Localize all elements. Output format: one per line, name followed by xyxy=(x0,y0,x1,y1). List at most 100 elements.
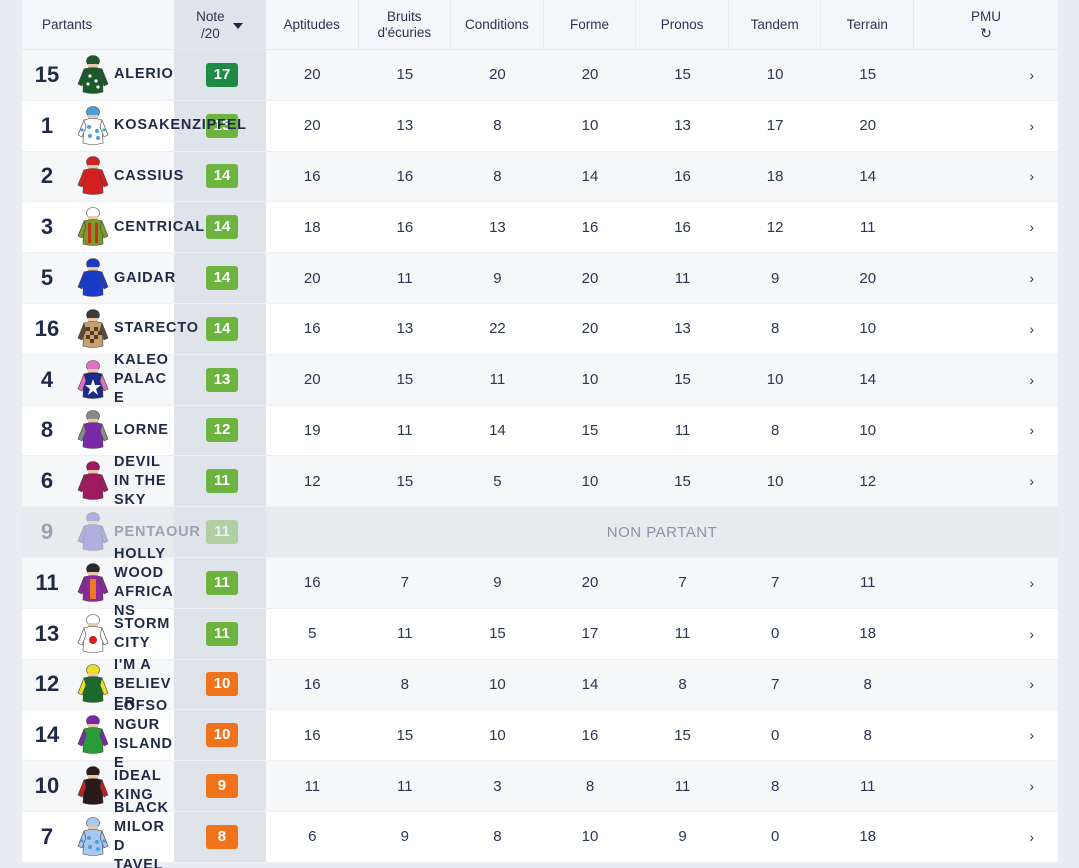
note-cell: 14 xyxy=(173,303,266,354)
horse-name[interactable]: PENTAOUR xyxy=(114,523,201,540)
table-row[interactable]: 7 BLACK MILORD TAVEL 8 6 9 8 10 9 0 18 › xyxy=(22,800,1058,868)
horse-name[interactable]: LOFSONGUR ISLANDE xyxy=(114,698,173,772)
score-cell: 11 xyxy=(859,218,876,236)
score-cell: 11 xyxy=(397,421,413,439)
score-cell: 11 xyxy=(859,574,876,592)
horse-name[interactable]: STARECTO xyxy=(113,320,199,337)
table-header: Partants Note/20 Aptitudes Bruits d'écurie… xyxy=(22,0,1058,50)
score-cell: 18 xyxy=(859,828,877,846)
score-cell: 22 xyxy=(489,320,506,338)
header-criterion-label: Bruits xyxy=(387,8,422,24)
horse-name[interactable]: STORM CITY xyxy=(114,615,171,651)
horse-name[interactable]: I'M A BELIEVER xyxy=(114,656,172,711)
horse-name[interactable]: BLACK MILORD TAVEL xyxy=(114,799,169,868)
horse-name[interactable]: KALEO PALACE xyxy=(114,352,169,407)
header-criterion[interactable]: Bruits d'écuries xyxy=(359,0,452,49)
score-cell: 10 xyxy=(766,66,784,84)
header-partants[interactable]: Partants xyxy=(42,16,93,32)
horse-name[interactable]: KOSAKENZIPFEL xyxy=(114,116,246,135)
note-badge: 8 xyxy=(205,824,238,849)
jockey-silk-icon xyxy=(72,307,114,351)
score-cell: 13 xyxy=(489,218,506,236)
note-cell: 14 xyxy=(173,151,266,202)
table-row[interactable]: 5 GAIDAR 14 20 11 9 20 11 9 20 › xyxy=(22,253,1058,304)
score-cell: 7 xyxy=(770,574,780,592)
score-cell: 15 xyxy=(396,472,414,490)
table-row[interactable]: 13 STORM CITY 11 5 11 15 17 11 0 18 › xyxy=(22,608,1058,660)
header-criterion[interactable]: Pronos xyxy=(636,0,729,49)
score-cell: 20 xyxy=(581,320,599,338)
header-criterion[interactable]: Tandem xyxy=(729,0,822,49)
score-cell: 14 xyxy=(859,167,877,185)
table-row[interactable]: 11 HOLLYWOOD AFRICANS 11 16 7 9 20 7 7 11 › xyxy=(22,546,1058,619)
score-cell: 9 xyxy=(400,828,409,846)
score-cell: 11 xyxy=(674,625,691,643)
horse-name[interactable]: CENTRICAL xyxy=(113,218,205,235)
chevron-right-icon[interactable]: › xyxy=(1029,371,1034,388)
chevron-right-icon[interactable]: › xyxy=(1029,828,1034,845)
header-pmu[interactable]: PMU ↻ xyxy=(914,0,1058,49)
table-row[interactable]: 14 LOFSONGUR ISLANDE 10 16 15 10 16 15 0 8 › xyxy=(22,698,1058,771)
chevron-right-icon[interactable]: › xyxy=(1029,574,1034,591)
header-criterion[interactable]: Conditions xyxy=(451,0,544,49)
chevron-right-icon[interactable]: › xyxy=(1029,473,1034,490)
table-row[interactable]: 1 KOSAKENZIPFEL 15 20 13 8 10 13 17 20 › xyxy=(22,100,1058,152)
chevron-right-icon[interactable]: › xyxy=(1029,625,1034,642)
header-criterion[interactable]: Aptitudes xyxy=(266,0,359,49)
table-row-non-partant[interactable]: 9 PENTAOUR 11 NON PARTANT xyxy=(22,507,1058,558)
score-cell: 9 xyxy=(493,269,502,287)
horse-name[interactable]: GAIDAR xyxy=(113,269,176,286)
chevron-right-icon[interactable]: › xyxy=(1029,727,1034,744)
note-badge: 14 xyxy=(205,164,238,189)
table-row[interactable]: 15 ALERIO 17 20 15 20 20 15 10 15 › xyxy=(22,50,1058,101)
table-row[interactable]: 2 CASSIUS 14 16 16 8 14 16 18 14 › xyxy=(22,151,1058,203)
chevron-right-icon[interactable]: › xyxy=(1029,219,1034,236)
header-criterion[interactable]: Terrain xyxy=(821,0,915,49)
table-row[interactable]: 4 KALEO PALACE 13 20 15 11 10 15 10 14 › xyxy=(22,352,1058,406)
table-row[interactable]: 6 DEVIL IN THE SKY 11 12 15 5 10 15 10 12 › xyxy=(22,453,1058,508)
jockey-silk-icon xyxy=(72,510,114,554)
score-cell: 7 xyxy=(678,574,687,592)
score-cell: 14 xyxy=(489,421,506,439)
horse-name[interactable]: ALERIO xyxy=(114,66,174,83)
score-cell: 16 xyxy=(303,320,321,338)
chevron-right-icon[interactable]: › xyxy=(1029,320,1034,337)
refresh-icon[interactable]: ↻ xyxy=(980,24,992,41)
score-cell: 17 xyxy=(581,625,599,643)
score-cell: 14 xyxy=(581,167,599,185)
horse-name[interactable]: DEVIL IN THE SKY xyxy=(114,453,167,508)
header-criterion-label: Conditions xyxy=(464,16,529,32)
chevron-right-icon[interactable]: › xyxy=(1029,168,1034,185)
score-cell: 16 xyxy=(396,167,414,185)
score-cell: 11 xyxy=(674,777,691,795)
horse-name[interactable]: IDEAL KING xyxy=(114,768,162,804)
chevron-right-icon[interactable]: › xyxy=(1029,422,1034,439)
table-row[interactable]: 12 I'M A BELIEVER 10 16 8 10 14 8 7 8 › xyxy=(22,657,1058,711)
note-cell: 12 xyxy=(173,405,266,456)
chevron-right-icon[interactable]: › xyxy=(1029,270,1034,287)
chevron-right-icon[interactable]: › xyxy=(1029,778,1034,795)
header-note-sort[interactable]: Note/20 xyxy=(173,0,266,49)
jockey-silk-icon xyxy=(72,358,114,402)
table-row[interactable]: 16 STARECTO 14 16 13 22 20 13 8 10 › xyxy=(22,303,1058,355)
score-cell: 13 xyxy=(396,320,414,338)
table-row[interactable]: 8 LORNE 12 19 11 14 15 11 8 10 › xyxy=(22,405,1058,457)
table-row[interactable]: 3 CENTRICAL 14 18 16 13 16 16 12 11 › xyxy=(22,202,1058,254)
score-cell: 6 xyxy=(308,828,317,846)
score-cell: 15 xyxy=(674,726,691,744)
horse-name[interactable]: LORNE xyxy=(114,421,169,438)
horse-number: 11 xyxy=(35,569,59,595)
horse-name[interactable]: CASSIUS xyxy=(113,167,185,184)
score-cell: 7 xyxy=(400,574,409,592)
header-criterion[interactable]: Forme xyxy=(544,0,637,49)
score-cell: 8 xyxy=(400,675,409,693)
horse-name[interactable]: HOLLYWOOD AFRICANS xyxy=(114,545,174,619)
chevron-right-icon[interactable]: › xyxy=(1029,676,1034,693)
chevron-right-icon[interactable]: › xyxy=(1029,117,1034,134)
table-row[interactable]: 10 IDEAL KING 9 11 11 3 8 11 8 11 › xyxy=(22,761,1058,812)
horse-number: 3 xyxy=(40,214,54,240)
horse-number: 12 xyxy=(34,671,60,697)
jockey-silk-icon xyxy=(72,205,114,249)
jockey-silk-icon xyxy=(72,459,114,503)
chevron-right-icon[interactable]: › xyxy=(1029,66,1034,83)
